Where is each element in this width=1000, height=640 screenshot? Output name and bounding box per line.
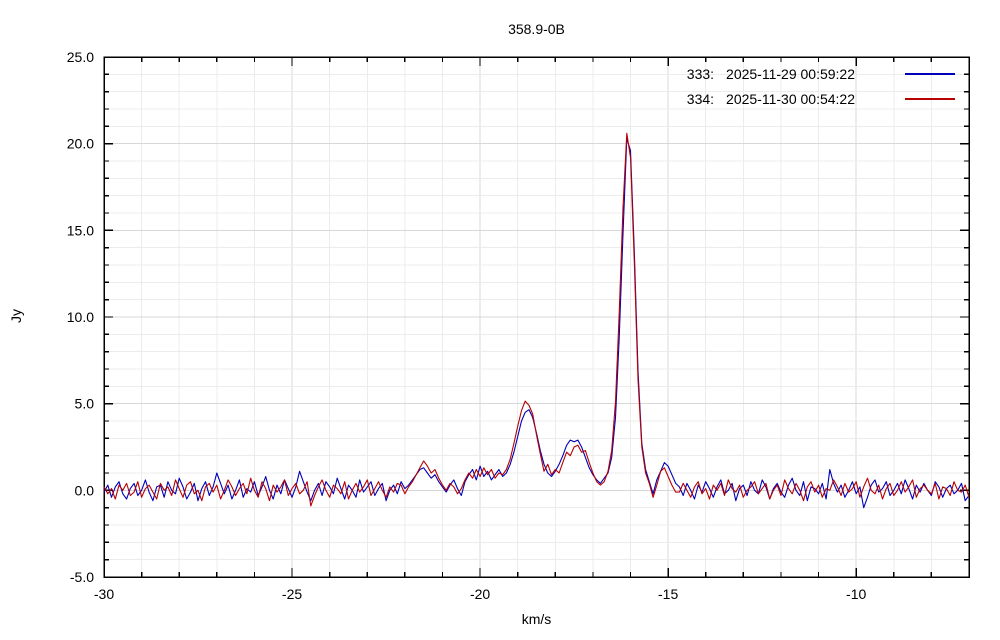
spectrum-line-333 bbox=[103, 137, 970, 509]
y-tick-label: 20.0 bbox=[67, 136, 94, 152]
legend: 333: 2025-11-29 00:59:22 334: 2025-11-30… bbox=[687, 61, 955, 111]
page-title: 358.9-0B bbox=[508, 21, 565, 37]
legend-series-id: 334: bbox=[686, 90, 715, 107]
legend-entry-series-0: 333: 2025-11-29 00:59:22 bbox=[687, 61, 955, 86]
spectrum-line-334 bbox=[103, 132, 970, 507]
y-tick-label: 0.0 bbox=[75, 482, 95, 498]
x-tick-label: -20 bbox=[470, 586, 490, 602]
legend-series-timestamp: 2025-11-29 00:59:22 bbox=[726, 65, 855, 82]
x-tick-label: -15 bbox=[658, 586, 678, 602]
y-tick-label: 25.0 bbox=[67, 49, 94, 65]
legend-line-sample bbox=[905, 97, 955, 100]
y-tick-label: 15.0 bbox=[67, 222, 94, 238]
y-tick-label: 5.0 bbox=[75, 396, 95, 412]
x-axis-label: km/s bbox=[521, 611, 552, 627]
legend-series-id: 333: bbox=[686, 65, 715, 82]
x-tick-label: -30 bbox=[94, 586, 114, 602]
legend-series-timestamp: 2025-11-30 00:54:22 bbox=[726, 90, 855, 107]
plot-border bbox=[103, 56, 970, 578]
x-tick-label: -25 bbox=[282, 586, 302, 602]
y-tick-label: -5.0 bbox=[70, 569, 94, 585]
legend-entry-series-1: 334: 2025-11-30 00:54:22 bbox=[687, 86, 955, 111]
legend-line-sample bbox=[905, 72, 955, 75]
x-tick-label: -10 bbox=[846, 586, 866, 602]
y-tick-label: 10.0 bbox=[67, 309, 94, 325]
